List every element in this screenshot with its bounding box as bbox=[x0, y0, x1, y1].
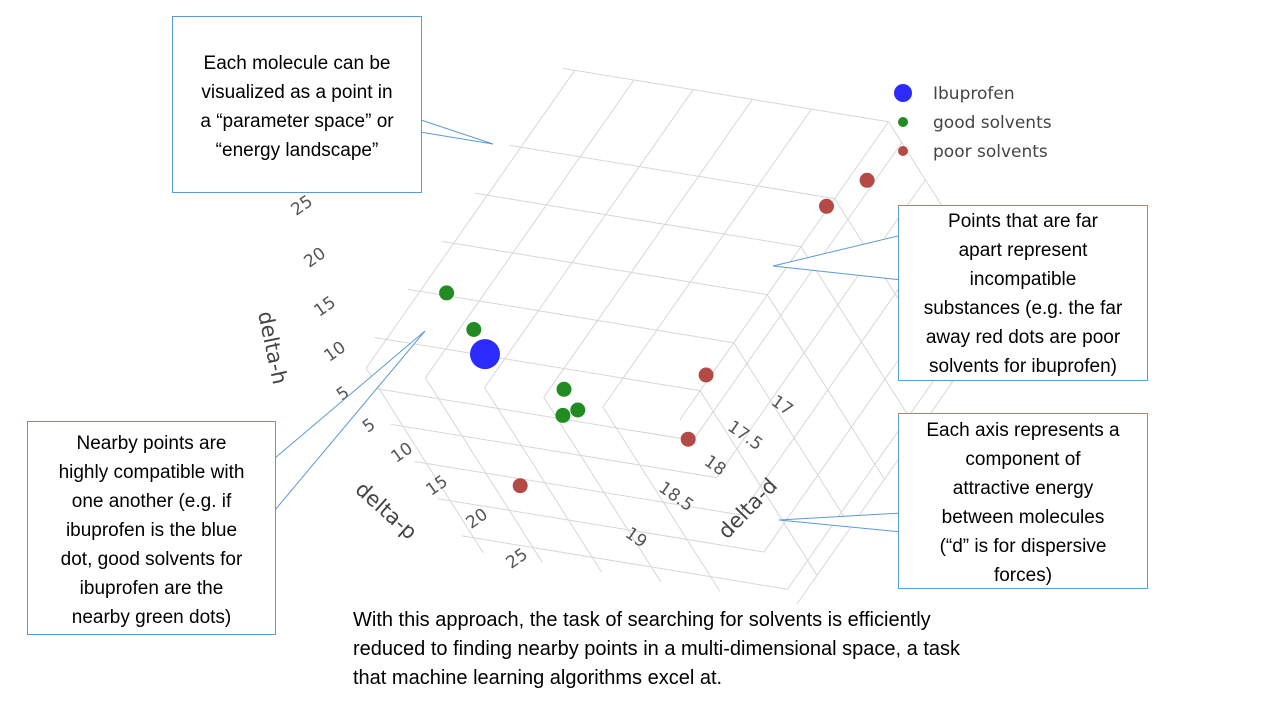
grid-line bbox=[424, 79, 635, 379]
grid-line bbox=[699, 390, 818, 576]
tick-label-delta-p: 10 bbox=[388, 439, 417, 468]
legend-label-poor-solvents: poor solvents bbox=[933, 142, 1048, 162]
tick-label-delta-d: 17 bbox=[767, 392, 796, 421]
grid-line bbox=[438, 498, 764, 553]
data-point-good-solvent bbox=[555, 407, 571, 423]
grid-line bbox=[365, 70, 576, 369]
grid-line bbox=[461, 535, 788, 590]
data-point-ibuprofen bbox=[470, 339, 500, 370]
callout-molecule-point: Each molecule can be visualized as a poi… bbox=[172, 16, 422, 193]
box-edge bbox=[562, 67, 889, 123]
data-point-good-solvent bbox=[556, 381, 572, 397]
callout-nearby-points: Nearby points are highly compatible with… bbox=[27, 421, 276, 635]
axis-title-delta-d: delta-d bbox=[713, 473, 782, 543]
grid-line bbox=[733, 342, 852, 528]
grid-line bbox=[692, 142, 903, 441]
callout-axis-meaning: Each axis represents a component of attr… bbox=[898, 413, 1148, 589]
legend: Ibuprofen good solvents poor solvents bbox=[894, 84, 1052, 162]
legend-marker-ibuprofen bbox=[894, 84, 912, 102]
grid-line bbox=[414, 461, 741, 516]
callout-far-points: Points that are far apart represent inco… bbox=[898, 205, 1148, 381]
data-point-poor-solvent bbox=[512, 478, 528, 494]
data-point-poor-solvent bbox=[859, 172, 875, 188]
axis-title-delta-p: delta-p bbox=[351, 477, 422, 544]
grid-line bbox=[509, 144, 835, 200]
grid-line bbox=[716, 179, 926, 478]
tick-label-delta-p: 5 bbox=[359, 415, 379, 438]
grid-line bbox=[475, 192, 802, 248]
legend-label-good-solvents: good solvents bbox=[933, 113, 1052, 133]
grid-line bbox=[441, 240, 768, 296]
legend-marker-poor-solvents bbox=[898, 146, 908, 156]
callout-far-pointer bbox=[772, 234, 903, 281]
tick-label-delta-h: 15 bbox=[311, 293, 340, 322]
grid-layer bbox=[365, 67, 1007, 605]
data-point-good-solvent bbox=[439, 285, 455, 301]
tick-label-delta-h: 25 bbox=[288, 192, 317, 221]
data-point-good-solvent bbox=[570, 402, 586, 418]
grid-line bbox=[374, 336, 701, 392]
grid-line bbox=[408, 288, 734, 344]
tick-label-delta-d: 17.5 bbox=[724, 417, 766, 455]
grid-line bbox=[484, 89, 694, 388]
callout-near-pointer bbox=[274, 330, 426, 511]
data-point-poor-solvent bbox=[698, 367, 714, 383]
grid-line bbox=[800, 246, 919, 432]
data-point-poor-solvent bbox=[819, 198, 834, 214]
tick-label-delta-d: 19 bbox=[621, 524, 650, 553]
tick-label-delta-d: 18.5 bbox=[655, 478, 697, 516]
tick-label-delta-p: 20 bbox=[463, 505, 492, 534]
grid-line bbox=[766, 294, 885, 480]
grid-line bbox=[602, 406, 721, 592]
grid-line bbox=[367, 386, 694, 441]
axis-title-delta-h: delta-h bbox=[253, 309, 292, 386]
callout-axis-pointer bbox=[778, 512, 903, 533]
legend-marker-good-solvents bbox=[898, 117, 908, 127]
grid-line bbox=[391, 423, 717, 479]
grid-line bbox=[424, 377, 543, 563]
tick-label-delta-p: 25 bbox=[503, 545, 532, 574]
data-point-poor-solvent bbox=[680, 431, 696, 447]
legend-label-ibuprofen: Ibuprofen bbox=[933, 84, 1015, 104]
tick-label-delta-h: 10 bbox=[321, 338, 350, 367]
grid-line bbox=[543, 397, 662, 583]
grid-line bbox=[602, 108, 812, 408]
grid-line bbox=[484, 387, 603, 573]
data-point-good-solvent bbox=[466, 322, 482, 337]
data-points bbox=[439, 172, 875, 494]
grid-line bbox=[365, 367, 484, 553]
box-edge bbox=[679, 121, 889, 420]
summary-text: With this approach, the task of searchin… bbox=[353, 609, 961, 689]
grid-line bbox=[543, 99, 753, 398]
tick-label-delta-h: 20 bbox=[301, 244, 330, 273]
